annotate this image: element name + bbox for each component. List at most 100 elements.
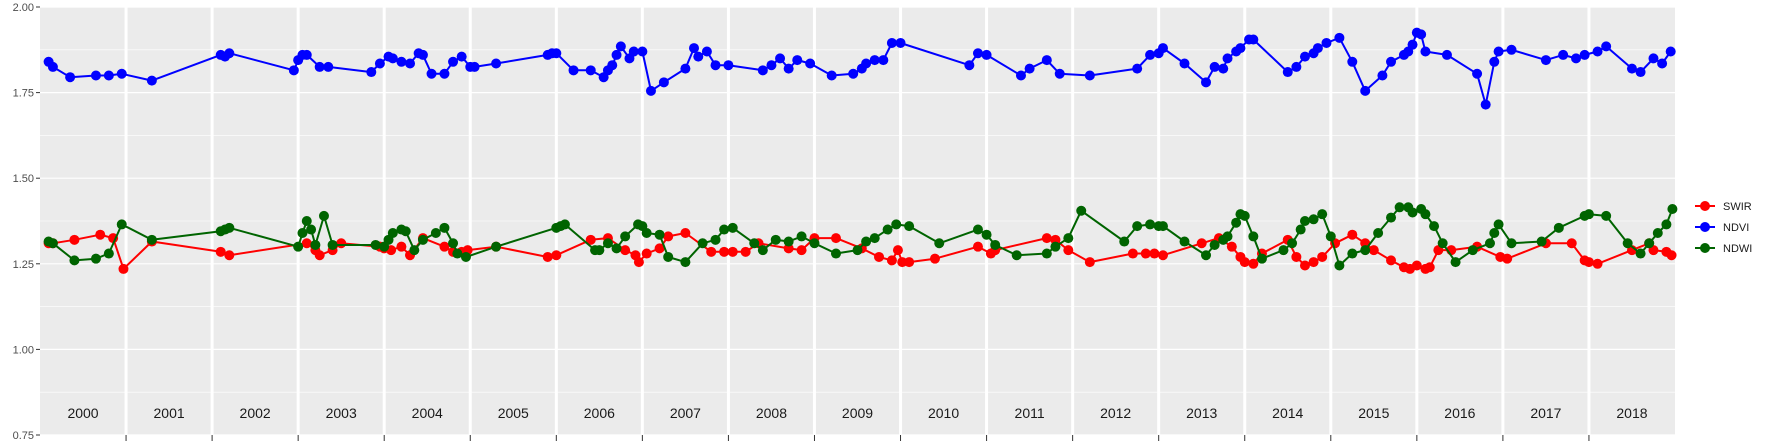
data-point-ndwi [1394, 202, 1405, 213]
data-point-ndvi [1506, 44, 1517, 55]
data-point-ndwi [1209, 239, 1220, 250]
data-point-ndvi [439, 68, 450, 79]
y-tick-label: 2.00 [13, 2, 34, 14]
data-point-ndwi [620, 231, 631, 242]
data-point-ndwi [1239, 210, 1250, 221]
data-point-ndvi [783, 63, 794, 74]
data-point-ndwi [1308, 214, 1319, 225]
data-point-swir [585, 234, 596, 245]
data-point-ndvi [396, 56, 407, 67]
data-point-ndwi [990, 239, 1001, 250]
data-point-swir [727, 246, 738, 257]
series-swir [43, 227, 1677, 274]
data-point-ndwi [891, 219, 902, 230]
data-point-swir [1239, 257, 1250, 268]
data-point-ndwi [400, 226, 411, 237]
year-label: 2011 [1015, 405, 1045, 421]
data-point-ndvi [224, 48, 235, 59]
year-label: 2006 [584, 405, 615, 421]
data-point-swir [620, 245, 631, 256]
data-point-ndvi [1540, 55, 1551, 66]
data-point-ndwi [293, 241, 304, 252]
year-label: 2008 [756, 405, 787, 421]
data-point-ndwi [757, 245, 768, 256]
data-point-ndvi [1334, 32, 1345, 43]
data-point-swir [1248, 258, 1259, 269]
legend-item-ndvi: NDVI [1695, 222, 1749, 234]
data-point-ndvi [645, 85, 656, 96]
data-point-swir [396, 241, 407, 252]
data-point-swir [633, 257, 644, 268]
data-point-ndwi [146, 234, 157, 245]
data-point-ndwi [306, 224, 317, 235]
data-point-swir [783, 243, 794, 254]
legend-marker [1700, 201, 1710, 211]
year-label: 2012 [1100, 405, 1131, 421]
data-point-ndwi [1063, 233, 1074, 244]
grid [40, 6, 1675, 436]
data-point-swir [551, 250, 562, 261]
data-point-ndvi [116, 68, 127, 79]
data-point-swir [1592, 258, 1603, 269]
data-point-ndwi [663, 251, 674, 262]
data-point-ndwi [934, 238, 945, 249]
data-point-ndvi [1558, 49, 1569, 60]
year-label: 2003 [326, 405, 357, 421]
data-point-ndwi [409, 245, 420, 256]
year-label: 2005 [498, 405, 529, 421]
data-point-ndvi [405, 58, 416, 69]
y-tick-label: 1.25 [13, 259, 34, 271]
data-point-ndvi [1084, 70, 1095, 81]
data-point-ndwi [310, 239, 321, 250]
year-label: 2009 [842, 405, 873, 421]
data-point-ndvi [972, 48, 983, 59]
data-point-ndvi [1386, 56, 1397, 67]
data-point-ndwi [301, 216, 312, 226]
data-point-ndwi [1076, 205, 1087, 216]
data-point-ndwi [1145, 219, 1156, 230]
data-point-ndvi [757, 65, 768, 76]
data-point-ndwi [796, 231, 807, 242]
year-label: 2017 [1530, 405, 1561, 421]
data-point-ndvi [448, 56, 459, 67]
data-point-swir [542, 251, 553, 262]
data-point-ndvi [792, 55, 803, 66]
year-label: 2004 [412, 405, 443, 421]
data-point-ndvi [90, 70, 101, 81]
data-point-ndwi [830, 248, 841, 259]
data-point-ndwi [1011, 250, 1022, 261]
data-point-ndvi [615, 41, 626, 52]
data-point-ndwi [749, 238, 760, 249]
data-point-swir [215, 246, 226, 257]
data-point-ndwi [1334, 260, 1345, 271]
data-point-ndvi [701, 46, 712, 57]
data-point-ndwi [1553, 222, 1564, 233]
data-point-ndwi [116, 219, 127, 230]
data-point-ndwi [1248, 231, 1259, 242]
data-point-ndwi [972, 224, 983, 235]
data-point-ndvi [1571, 53, 1582, 64]
data-point-ndwi [327, 239, 338, 250]
data-point-ndwi [1157, 221, 1168, 232]
data-point-ndvi [1489, 56, 1500, 67]
data-point-ndvi [1377, 70, 1388, 81]
data-point-ndwi [861, 236, 872, 247]
data-point-swir [439, 241, 450, 252]
data-point-ndvi [426, 68, 437, 79]
data-point-ndvi [981, 49, 992, 60]
data-point-ndwi [1601, 210, 1612, 221]
data-point-ndvi [1024, 63, 1035, 74]
data-point-ndwi [1420, 209, 1431, 220]
data-point-ndvi [1626, 63, 1637, 74]
data-point-ndwi [1278, 245, 1289, 256]
data-point-ndvi [637, 46, 648, 57]
data-point-ndwi [904, 221, 915, 232]
data-point-ndwi [1201, 250, 1212, 261]
data-point-ndwi [1467, 245, 1478, 256]
data-point-swir [1368, 245, 1379, 256]
year-labels: 2000 2001 2002 2003 2004 2005 2006 2007 2008 2009… [67, 405, 1647, 421]
data-point-ndwi [594, 245, 605, 256]
data-point-swir [796, 245, 807, 256]
data-point-swir [641, 248, 652, 259]
